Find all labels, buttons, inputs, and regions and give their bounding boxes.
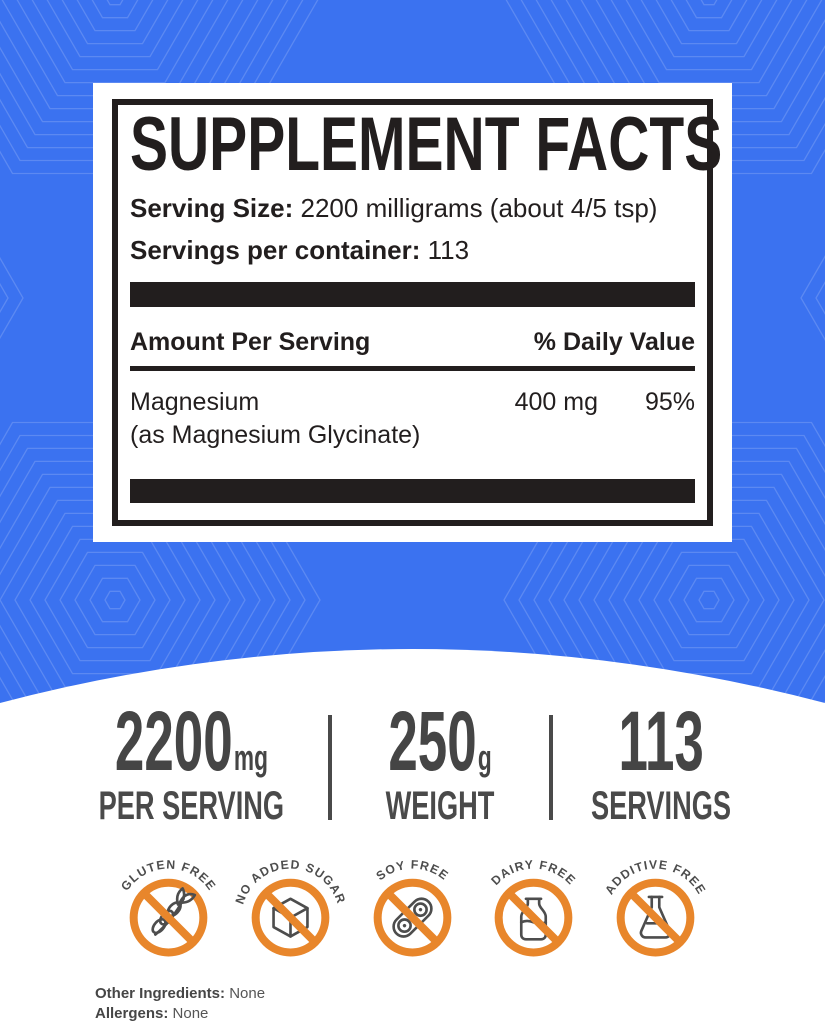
servings-per-container-label: Servings per container: (130, 235, 421, 266)
facts-border-box: SUPPLEMENT FACTS Serving Size: 2200 mill… (112, 99, 723, 526)
stat-unit: g (478, 737, 492, 779)
other-ingredients-line: Other Ingredients: None (95, 984, 265, 1004)
daily-value-header: % Daily Value (533, 327, 695, 356)
nutrient-row: Magnesium (as Magnesium Glycinate) 400 m… (130, 386, 695, 452)
nutrient-name-main: Magnesium (130, 387, 260, 416)
allergens-label: Allergens: (95, 1005, 169, 1023)
servings-per-container-line: Servings per container: 113 (130, 234, 695, 267)
thick-divider-bar-bottom (130, 478, 695, 503)
free-of-badges-row: GLUTEN FREE NO ADDED SUGAR (112, 844, 712, 963)
stat-servings: 113 SERVINGS (553, 694, 770, 829)
amount-per-serving-header: Amount Per Serving (130, 327, 371, 356)
stat-weight-number: 250 g (388, 694, 492, 788)
other-ingredients-label: Other Ingredients: (95, 985, 226, 1002)
facts-column-headers: Amount Per Serving % Daily Value (130, 328, 695, 357)
curved-white-section (0, 649, 825, 1024)
nutrient-daily-value: 95% (644, 387, 695, 416)
nutrient-amount: 400 mg (514, 387, 598, 416)
wheat-icon (151, 887, 197, 936)
stats-divider (548, 715, 553, 820)
stats-divider (327, 715, 332, 820)
badge-dairy-free: DAIRY FREE (489, 857, 578, 957)
badge-no-added-sugar: NO ADDED SUGAR (234, 857, 347, 957)
stat-unit (703, 776, 704, 780)
badge-soy-free: SOY FREE (373, 858, 451, 957)
serving-size-line: Serving Size: 2200 milligrams (about 4/5… (130, 192, 695, 225)
supplement-facts-title: SUPPLEMENT FACTS (130, 102, 723, 187)
stat-value: 250 (388, 694, 477, 788)
badge-gluten-free: GLUTEN FREE (118, 857, 219, 957)
stat-caption: SERVINGS (591, 784, 732, 829)
header-rule (130, 365, 695, 371)
other-ingredients-value: None (229, 985, 266, 1002)
serving-size-label: Serving Size: (130, 192, 294, 223)
servings-per-container-value: 113 (427, 235, 470, 266)
badge-label: ADDITIVE FREE (602, 858, 707, 898)
stat-caption: WEIGHT (385, 784, 495, 829)
stat-weight: 250 g WEIGHT (332, 694, 549, 829)
badge-label: GLUTEN FREE (118, 857, 218, 893)
stat-caption: PER SERVING (98, 784, 285, 829)
stats-row: 2200 mg PER SERVING 250 g WEIGHT 113 SER… (55, 694, 770, 829)
serving-size-value: 2200 milligrams (about 4/5 tsp) (300, 192, 658, 223)
supplement-facts-panel: SUPPLEMENT FACTS Serving Size: 2200 mill… (93, 83, 732, 542)
nutrient-name: Magnesium (as Magnesium Glycinate) (130, 386, 468, 452)
stat-unit: mg (233, 737, 268, 779)
allergens-line: Allergens: None (95, 1004, 265, 1024)
svg-text:GLUTEN FREE: GLUTEN FREE (118, 857, 219, 893)
allergens-value: None (172, 1005, 209, 1023)
footnotes: Other Ingredients: None Allergens: None (95, 984, 265, 1024)
stat-servings-number: 113 (618, 694, 705, 788)
stat-per-serving-number: 2200 mg (114, 694, 268, 788)
stat-per-serving: 2200 mg PER SERVING (55, 694, 328, 829)
stat-value: 2200 (114, 694, 233, 788)
badge-additive-free: ADDITIVE FREE (602, 858, 708, 957)
stat-value: 113 (618, 694, 704, 788)
nutrient-name-form: (as Magnesium Glycinate) (130, 420, 421, 449)
svg-text:ADDITIVE FREE: ADDITIVE FREE (602, 858, 708, 898)
thick-divider-bar-top (130, 281, 695, 307)
